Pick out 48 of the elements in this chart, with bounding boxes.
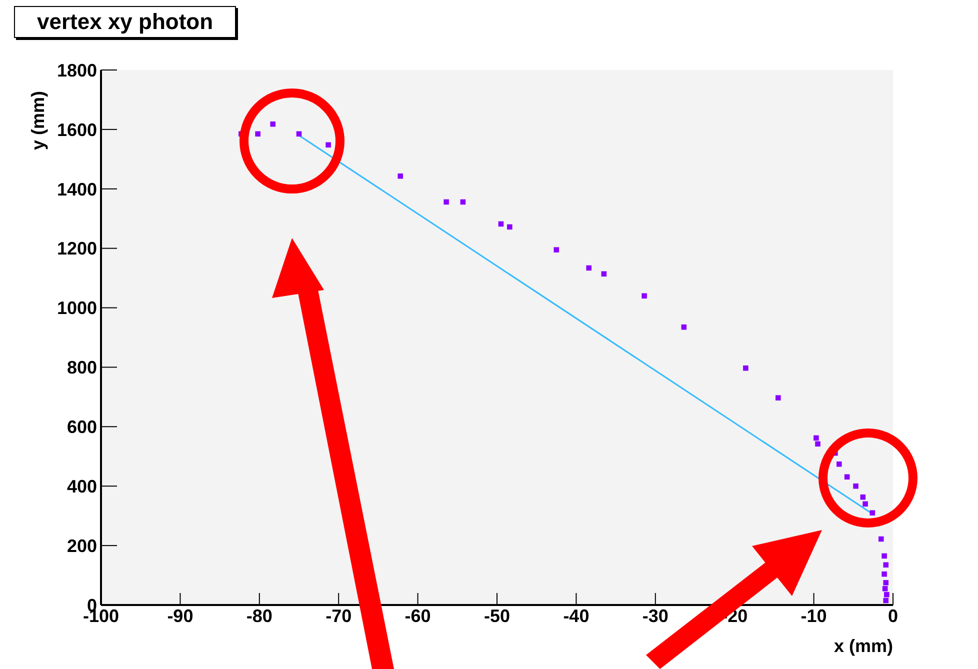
y-tick-label: 1400	[56, 179, 97, 200]
x-tick-label: -30	[642, 606, 668, 626]
point	[270, 121, 276, 127]
y-tick-label: 600	[66, 417, 97, 438]
x-tick-label: -10	[800, 606, 827, 626]
point	[878, 536, 884, 542]
point	[255, 131, 260, 137]
point	[586, 265, 592, 271]
x-tick-label: -60	[404, 606, 431, 626]
x-tick-label: -90	[167, 606, 194, 626]
x-tick-label: -70	[326, 606, 352, 626]
y-tick-label: 1600	[56, 120, 97, 140]
x-tick-label: -80	[246, 606, 272, 626]
y-tick-label: 1800	[56, 60, 97, 80]
y-tick-label: 200	[66, 536, 97, 556]
point	[883, 562, 889, 568]
point	[882, 586, 888, 592]
y-tick-label: 400	[66, 476, 97, 496]
point	[870, 510, 876, 516]
chart-title: vertex xy photon	[14, 6, 236, 38]
point	[882, 571, 887, 577]
point	[326, 142, 331, 148]
point	[776, 395, 781, 400]
x-axis-title: x (mm)	[834, 636, 893, 657]
x-tick-label: 0	[888, 606, 898, 626]
point	[862, 501, 868, 507]
point	[398, 173, 404, 179]
y-tick-label: 1200	[56, 238, 97, 259]
point	[836, 461, 842, 467]
point	[853, 483, 858, 489]
point	[814, 435, 819, 441]
point	[444, 199, 449, 205]
point	[815, 441, 820, 447]
x-tick-label: -40	[563, 606, 590, 626]
point	[883, 598, 889, 604]
y-tick-label: 800	[66, 358, 97, 378]
point	[743, 365, 748, 371]
point	[882, 553, 887, 559]
point	[601, 271, 607, 277]
point	[507, 224, 512, 230]
point	[642, 293, 647, 299]
y-tick-label: 1000	[56, 298, 97, 318]
y-axis-title: y (mm)	[28, 90, 49, 150]
x-tick-label: -50	[484, 606, 510, 626]
point	[884, 592, 890, 598]
point	[883, 580, 889, 586]
point	[860, 494, 866, 500]
point	[554, 247, 560, 252]
